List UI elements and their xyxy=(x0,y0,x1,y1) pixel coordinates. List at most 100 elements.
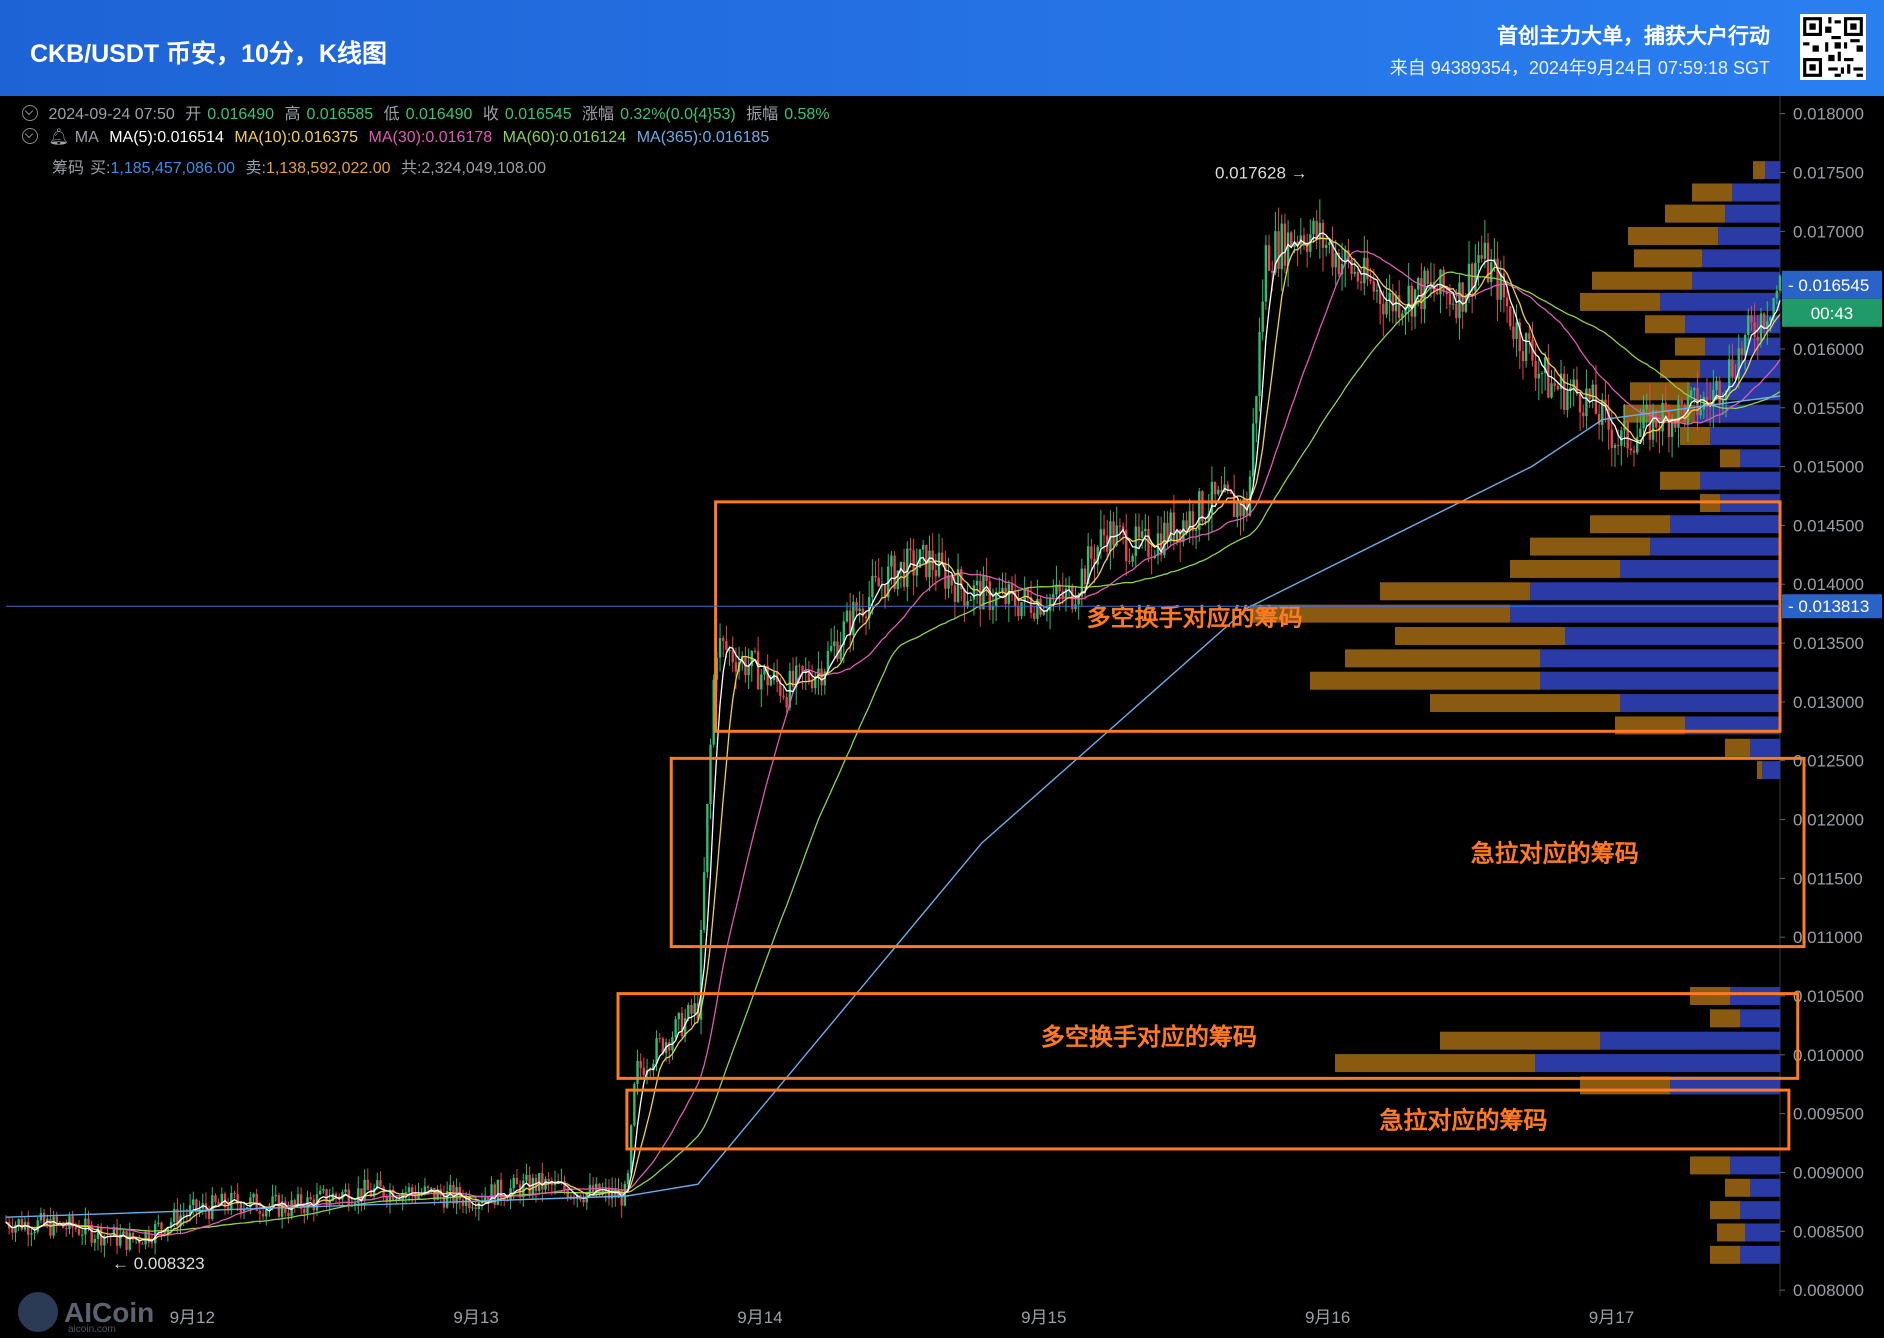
collapse-toggle-icon[interactable] xyxy=(22,128,38,144)
candle-body xyxy=(861,608,865,617)
candle-body xyxy=(1353,271,1356,274)
chip-buy-bar xyxy=(1620,694,1780,713)
candle-body xyxy=(1369,279,1372,282)
candle-body xyxy=(782,695,785,698)
candle-body xyxy=(1550,383,1553,398)
y-tick-label: 0.010500 xyxy=(1793,987,1864,1006)
candle-body xyxy=(1737,348,1740,380)
candle-body xyxy=(760,674,763,690)
chip-buy-bar xyxy=(1670,515,1780,534)
candle-body xyxy=(360,1188,363,1201)
candle-body xyxy=(1194,529,1198,531)
candle-body xyxy=(1505,297,1509,307)
candle-body xyxy=(80,1234,84,1236)
chip-sell-bar xyxy=(1630,382,1690,401)
ma5-value: MA(5):0.016514 xyxy=(109,129,224,146)
candle-body xyxy=(766,665,769,686)
chip-buy-bar xyxy=(1730,987,1780,1005)
candle-body xyxy=(506,1200,509,1202)
candle-body xyxy=(1080,568,1084,597)
candle-body xyxy=(1699,409,1702,416)
candle-body xyxy=(318,1190,322,1195)
candle-body xyxy=(1616,445,1620,447)
candle-body xyxy=(864,616,868,619)
candle-body xyxy=(1734,376,1737,380)
chip-sell-bar xyxy=(1720,449,1740,468)
candle-body xyxy=(801,666,804,674)
candle-body xyxy=(1578,394,1582,413)
chip-buy-bar xyxy=(1740,449,1780,468)
candle-body xyxy=(1213,481,1217,495)
chart-title: CKB/USDT 币安，10分，K线图 xyxy=(30,40,387,68)
candle-body xyxy=(1147,528,1150,557)
candle-body xyxy=(518,1184,522,1198)
chip-buy-bar xyxy=(1685,315,1780,334)
candle-body xyxy=(1743,335,1747,355)
aicoin-logo: AICoin aicoin.com xyxy=(18,1292,154,1335)
candle-body xyxy=(1651,409,1655,440)
candle-body xyxy=(14,1224,17,1233)
crosshair-price-tag xyxy=(1782,594,1882,619)
ma60-value: MA(60):0.016124 xyxy=(502,129,627,146)
y-tick-label: 0.016000 xyxy=(1793,340,1864,359)
candle-body xyxy=(788,670,792,708)
candle-body xyxy=(963,589,966,606)
chip-buy-bar xyxy=(1740,1009,1780,1028)
chip-sell-bar xyxy=(1645,315,1685,334)
candle-body xyxy=(1620,430,1623,446)
candle-body xyxy=(902,562,906,587)
candle-body xyxy=(1121,525,1125,530)
candle-body xyxy=(1582,412,1585,417)
candle-body xyxy=(1480,255,1483,259)
candle-body xyxy=(1515,322,1518,340)
candle-body xyxy=(131,1232,135,1240)
candle-body xyxy=(1267,245,1271,271)
annotation-box xyxy=(714,500,1782,733)
candle-body xyxy=(217,1202,220,1206)
high-price-marker: 0.017628 → xyxy=(1215,163,1308,182)
chip-sell-bar xyxy=(1510,559,1620,578)
candle-body xyxy=(1058,584,1061,592)
chip-sell-value: 1,138,592,022.00 xyxy=(265,160,391,177)
candle-body xyxy=(163,1229,166,1235)
candle-body xyxy=(1144,528,1147,532)
candle-body xyxy=(1559,373,1563,390)
candle-body xyxy=(636,1060,639,1084)
candle-body xyxy=(1023,588,1026,603)
kline-chart[interactable]: 0.0180000.0175000.0170000.0165000.016000… xyxy=(0,96,1884,1338)
candle-body xyxy=(725,640,728,651)
candle-body xyxy=(353,1203,357,1206)
promo-slogan: 首创主力大单，捕获大户行动 xyxy=(1497,25,1770,48)
chip-buy-bar xyxy=(1765,161,1780,180)
ma-indicator-label[interactable]: MA xyxy=(74,129,99,146)
annotation-label: 多空换手对应的筹码 xyxy=(1087,604,1303,632)
candle-body xyxy=(566,1189,569,1199)
candle-body xyxy=(1363,257,1366,284)
candle-body xyxy=(1337,252,1341,275)
candle-body xyxy=(798,665,801,667)
candle-body xyxy=(1502,273,1506,298)
candle-body xyxy=(1397,295,1401,318)
candle-body xyxy=(122,1231,125,1235)
candle-body xyxy=(52,1216,55,1236)
chip-total-value: 2,324,049,108.00 xyxy=(421,160,546,177)
candle-body xyxy=(1759,313,1763,341)
candle-body xyxy=(1455,303,1458,319)
collapse-toggle-icon[interactable] xyxy=(22,105,38,121)
candle-body xyxy=(1359,281,1363,284)
candle-body xyxy=(1125,529,1128,562)
candle-body xyxy=(1547,357,1550,398)
candle-body xyxy=(1033,612,1036,619)
candle-body xyxy=(1017,606,1020,617)
chip-sell-bar xyxy=(1690,987,1730,1005)
candle-body xyxy=(407,1187,411,1193)
alert-bell-icon[interactable]: 🔔︎ xyxy=(48,129,69,146)
candle-body xyxy=(1048,597,1052,611)
candle-body xyxy=(1597,413,1601,425)
candle-body xyxy=(718,638,722,658)
candle-body xyxy=(712,679,715,745)
candle-body xyxy=(1601,399,1604,425)
candle-body xyxy=(239,1204,243,1213)
chip-sell-bar xyxy=(1757,761,1762,780)
candle-body xyxy=(372,1188,376,1197)
